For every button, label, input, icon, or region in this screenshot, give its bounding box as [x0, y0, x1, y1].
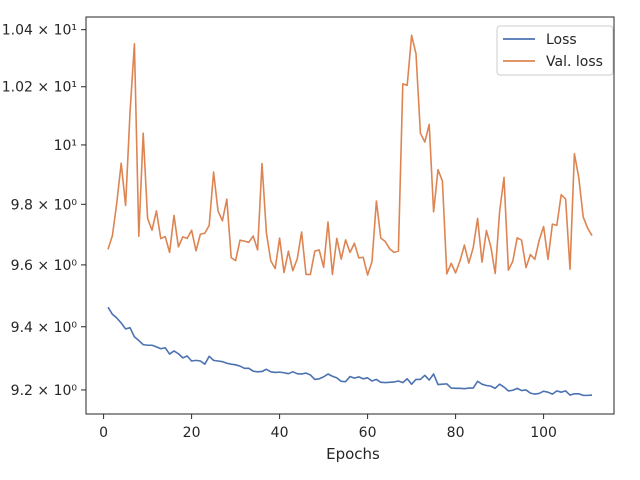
legend-label-val-loss: Val. loss	[546, 54, 603, 70]
series-line-loss	[107, 306, 593, 397]
y-tick-label: 10¹	[54, 138, 77, 154]
y-tick-label: 1.02 × 10¹	[2, 80, 77, 96]
series-line-val-loss	[107, 34, 593, 276]
legend: Loss Val. loss	[496, 25, 614, 76]
x-tick-label: 20	[183, 425, 201, 441]
x-tick-label: 60	[359, 425, 377, 441]
y-tick-label: 1.04 × 10¹	[2, 23, 77, 39]
x-axis-label: Epochs	[326, 445, 380, 463]
y-axis: 9.2 × 10⁰ 9.4 × 10⁰ 9.6 × 10⁰ 9.8 × 10⁰ 10¹ 1…	[2, 23, 86, 399]
x-tick-label: 100	[530, 425, 557, 441]
legend-label-loss: Loss	[546, 32, 577, 48]
y-tick-label: 9.4 × 10⁰	[11, 320, 78, 336]
plot-lines	[107, 34, 593, 397]
x-tick-label: 80	[447, 425, 465, 441]
x-tick-label: 0	[99, 425, 108, 441]
x-tick-label: 40	[271, 425, 289, 441]
plot-frame	[85, 16, 615, 415]
y-tick-label: 9.6 × 10⁰	[11, 258, 78, 274]
y-tick-label: 9.8 × 10⁰	[11, 197, 78, 213]
y-tick-label: 9.2 × 10⁰	[11, 383, 78, 399]
x-axis: 0 20 40 60 80 100	[99, 414, 557, 441]
